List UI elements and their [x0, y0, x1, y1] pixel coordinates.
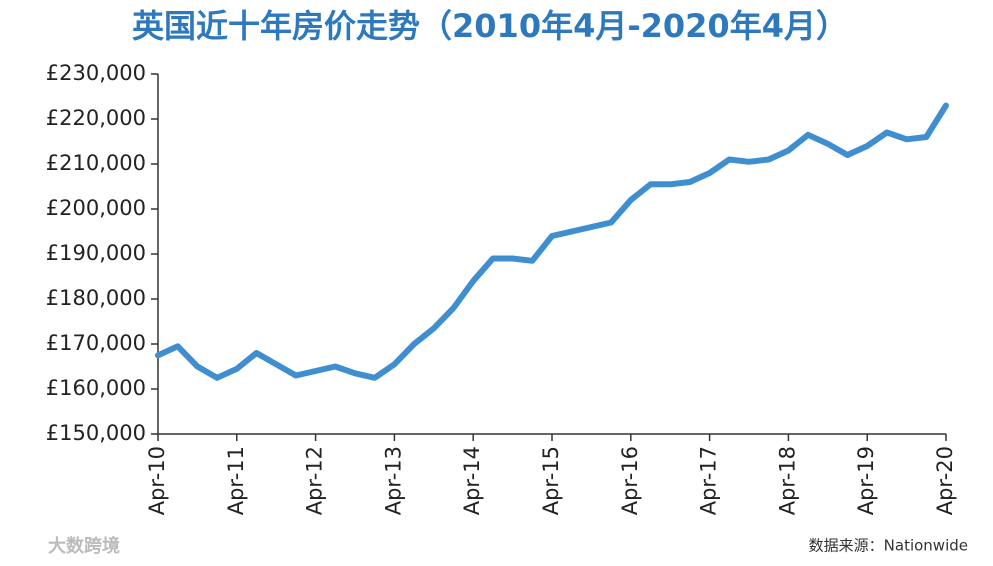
y-tick-label: £150,000 [46, 421, 146, 445]
y-tick-label: £180,000 [46, 286, 146, 310]
x-tick-label: Apr-15 [539, 446, 563, 515]
x-tick-label: Apr-19 [854, 446, 878, 515]
y-tick-label: £160,000 [46, 376, 146, 400]
x-tick-label: Apr-16 [618, 446, 642, 515]
chart-title: 英国近十年房价走势（2010年4月-2020年4月） [132, 7, 848, 45]
y-tick-label: £230,000 [46, 61, 146, 85]
x-tick-label: Apr-11 [224, 446, 248, 515]
x-tick-label: Apr-13 [381, 446, 405, 515]
x-tick-label: Apr-20 [933, 446, 957, 515]
x-tick-label: Apr-14 [460, 446, 484, 515]
x-tick-label: Apr-17 [697, 446, 721, 515]
watermark: 大数跨境 [48, 535, 120, 557]
y-tick-label: £190,000 [46, 241, 146, 265]
y-tick-label: £210,000 [46, 151, 146, 175]
y-tick-label: £170,000 [46, 331, 146, 355]
y-tick-label: £200,000 [46, 196, 146, 220]
x-tick-label: Apr-18 [775, 446, 799, 515]
x-tick-label: Apr-10 [145, 446, 169, 515]
y-tick-label: £220,000 [46, 106, 146, 130]
source: 数据来源：Nationwide [809, 537, 968, 555]
line [155, 102, 949, 381]
x-tick-label: Apr-12 [303, 446, 327, 515]
